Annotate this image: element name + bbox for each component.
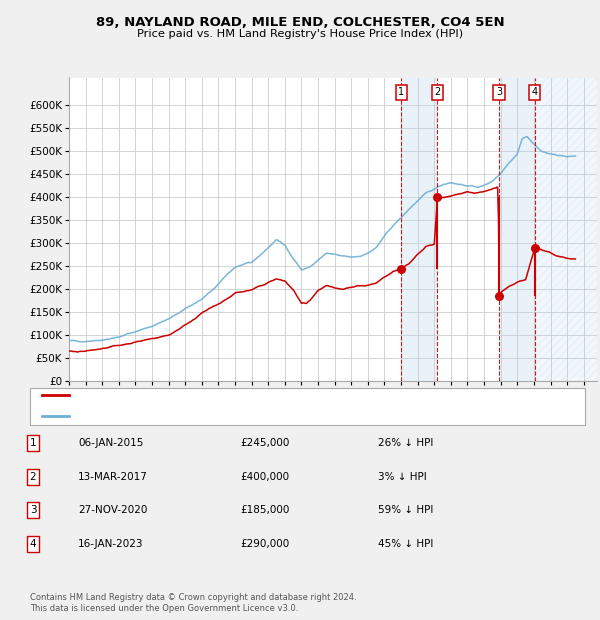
Text: £400,000: £400,000 bbox=[240, 472, 289, 482]
Text: 45% ↓ HPI: 45% ↓ HPI bbox=[378, 539, 433, 549]
Text: 2: 2 bbox=[434, 87, 440, 97]
Text: 89, NAYLAND ROAD, MILE END, COLCHESTER,  CO4 5EN (detached house): 89, NAYLAND ROAD, MILE END, COLCHESTER, … bbox=[72, 390, 436, 400]
Text: 3% ↓ HPI: 3% ↓ HPI bbox=[378, 472, 427, 482]
Text: 26% ↓ HPI: 26% ↓ HPI bbox=[378, 438, 433, 448]
Text: 13-MAR-2017: 13-MAR-2017 bbox=[78, 472, 148, 482]
Text: 3: 3 bbox=[29, 505, 37, 515]
Text: Price paid vs. HM Land Registry's House Price Index (HPI): Price paid vs. HM Land Registry's House … bbox=[137, 29, 463, 38]
Text: Contains HM Land Registry data © Crown copyright and database right 2024.
This d: Contains HM Land Registry data © Crown c… bbox=[30, 593, 356, 613]
Text: £290,000: £290,000 bbox=[240, 539, 289, 549]
Text: £185,000: £185,000 bbox=[240, 505, 289, 515]
Text: HPI: Average price, detached house, Colchester: HPI: Average price, detached house, Colc… bbox=[72, 411, 305, 421]
Text: £245,000: £245,000 bbox=[240, 438, 289, 448]
Text: 4: 4 bbox=[29, 539, 37, 549]
Bar bbox=[535, 78, 597, 381]
Text: 27-NOV-2020: 27-NOV-2020 bbox=[78, 505, 148, 515]
Text: 59% ↓ HPI: 59% ↓ HPI bbox=[378, 505, 433, 515]
Text: 06-JAN-2015: 06-JAN-2015 bbox=[78, 438, 143, 448]
Text: 1: 1 bbox=[29, 438, 37, 448]
Text: 4: 4 bbox=[532, 87, 538, 97]
Text: 2: 2 bbox=[29, 472, 37, 482]
Text: 1: 1 bbox=[398, 87, 404, 97]
Text: 3: 3 bbox=[496, 87, 502, 97]
Bar bbox=[499, 78, 535, 381]
Text: 16-JAN-2023: 16-JAN-2023 bbox=[78, 539, 143, 549]
Text: 89, NAYLAND ROAD, MILE END, COLCHESTER, CO4 5EN: 89, NAYLAND ROAD, MILE END, COLCHESTER, … bbox=[95, 16, 505, 29]
Bar bbox=[401, 78, 437, 381]
